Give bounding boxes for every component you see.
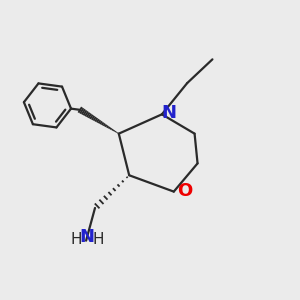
Text: O: O xyxy=(177,182,193,200)
Text: N: N xyxy=(79,228,94,246)
Text: H: H xyxy=(70,232,82,247)
Text: N: N xyxy=(162,104,177,122)
Text: H: H xyxy=(92,232,104,247)
